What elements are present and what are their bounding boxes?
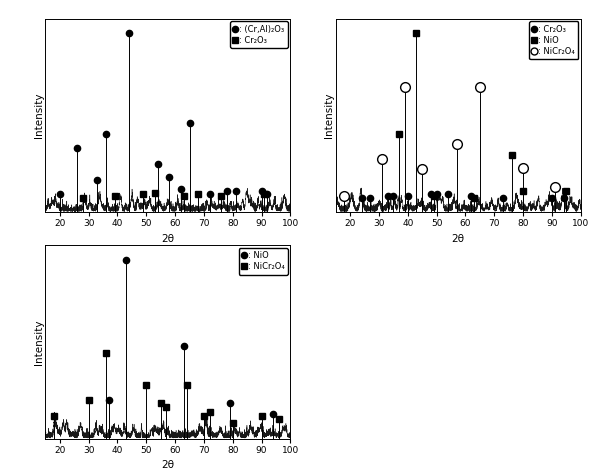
X-axis label: 2θ: 2θ [452,234,465,244]
X-axis label: 2θ: 2θ [162,461,174,471]
Legend: : (Cr,Al)₂O₃, : Cr₂O₃: : (Cr,Al)₂O₃, : Cr₂O₃ [231,21,288,48]
Y-axis label: Intensity: Intensity [34,320,44,365]
X-axis label: 2θ: 2θ [162,234,174,244]
Legend: : Cr₂O₃, : NiO, : NiCr₂O₄: : Cr₂O₃, : NiO, : NiCr₂O₄ [529,21,578,59]
Legend: : NiO, : NiCr₂O₄: : NiO, : NiCr₂O₄ [238,248,288,275]
Y-axis label: Intensity: Intensity [324,93,335,138]
Y-axis label: Intensity: Intensity [34,93,44,138]
